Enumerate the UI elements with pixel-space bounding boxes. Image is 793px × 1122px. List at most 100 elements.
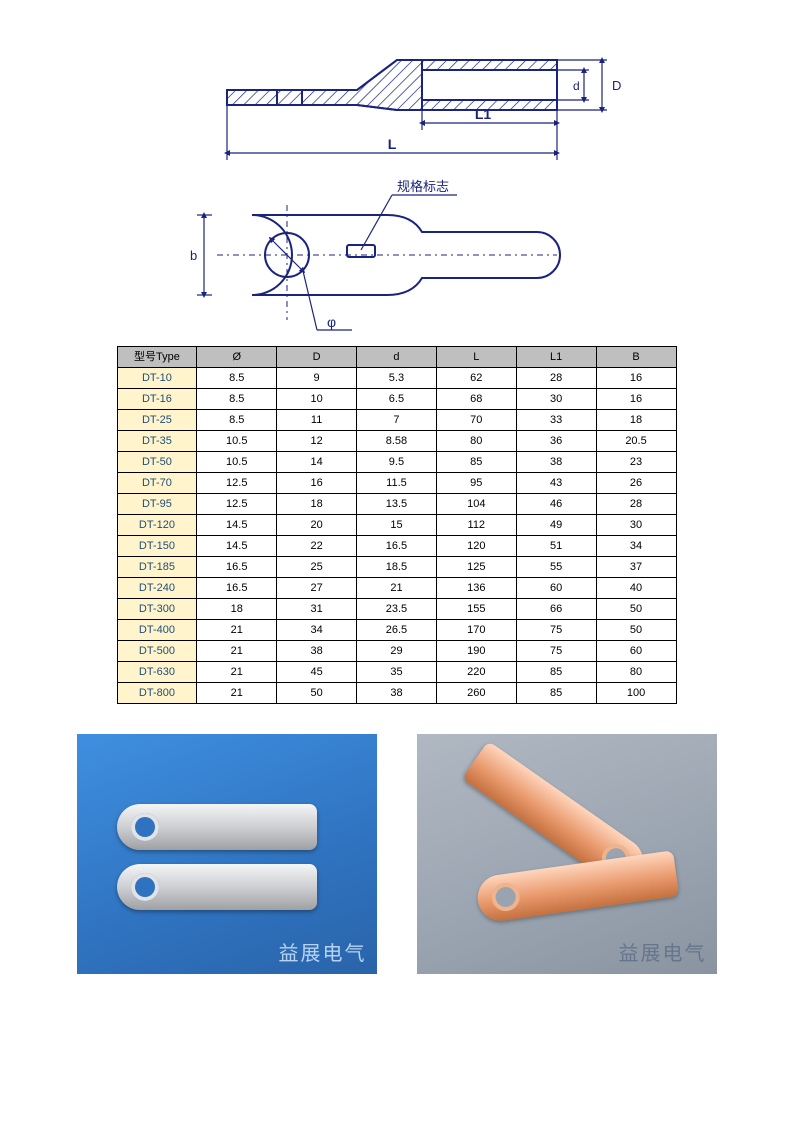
- value-cell: 16.5: [197, 578, 277, 599]
- value-cell: 112: [436, 515, 516, 536]
- value-cell: 8.5: [197, 410, 277, 431]
- spec-col-header: B: [596, 347, 676, 368]
- value-cell: 16: [596, 368, 676, 389]
- value-cell: 66: [516, 599, 596, 620]
- value-cell: 10.5: [197, 431, 277, 452]
- spec-col-header: L: [436, 347, 516, 368]
- value-cell: 60: [596, 641, 676, 662]
- value-cell: 26: [596, 473, 676, 494]
- type-cell: DT-16: [117, 389, 197, 410]
- value-cell: 18: [596, 410, 676, 431]
- dim-label-phi: φ: [327, 314, 336, 330]
- value-cell: 31: [277, 599, 357, 620]
- type-cell: DT-800: [117, 683, 197, 704]
- value-cell: 16.5: [357, 536, 437, 557]
- value-cell: 29: [357, 641, 437, 662]
- type-cell: DT-185: [117, 557, 197, 578]
- value-cell: 16: [596, 389, 676, 410]
- value-cell: 49: [516, 515, 596, 536]
- value-cell: 51: [516, 536, 596, 557]
- value-cell: 40: [596, 578, 676, 599]
- value-cell: 35: [357, 662, 437, 683]
- value-cell: 10.5: [197, 452, 277, 473]
- value-cell: 33: [516, 410, 596, 431]
- value-cell: 125: [436, 557, 516, 578]
- value-cell: 21: [197, 683, 277, 704]
- silver-lug-icon: [117, 864, 317, 910]
- spec-table: 型号TypeØDdLL1B DT-108.595.3622816DT-168.5…: [117, 346, 677, 704]
- value-cell: 170: [436, 620, 516, 641]
- photo-silver-lugs: 益展电气: [77, 734, 377, 974]
- table-row: DT-258.5117703318: [117, 410, 676, 431]
- type-cell: DT-120: [117, 515, 197, 536]
- value-cell: 14.5: [197, 515, 277, 536]
- value-cell: 11.5: [357, 473, 437, 494]
- value-cell: 21: [197, 620, 277, 641]
- value-cell: 8.5: [197, 368, 277, 389]
- spec-col-header: D: [277, 347, 357, 368]
- value-cell: 43: [516, 473, 596, 494]
- value-cell: 21: [357, 578, 437, 599]
- table-row: DT-15014.52216.51205134: [117, 536, 676, 557]
- drawing-svg: L1 L D d: [157, 10, 637, 340]
- value-cell: 13.5: [357, 494, 437, 515]
- value-cell: 85: [516, 662, 596, 683]
- value-cell: 55: [516, 557, 596, 578]
- table-row: DT-12014.520151124930: [117, 515, 676, 536]
- value-cell: 37: [596, 557, 676, 578]
- value-cell: 30: [516, 389, 596, 410]
- value-cell: 21: [197, 641, 277, 662]
- type-cell: DT-50: [117, 452, 197, 473]
- value-cell: 16.5: [197, 557, 277, 578]
- dim-label-L: L: [387, 136, 396, 152]
- spec-col-header: L1: [516, 347, 596, 368]
- value-cell: 136: [436, 578, 516, 599]
- photo-copper-lugs: 益展电气: [417, 734, 717, 974]
- value-cell: 60: [516, 578, 596, 599]
- value-cell: 14.5: [197, 536, 277, 557]
- value-cell: 220: [436, 662, 516, 683]
- dim-label-D: D: [612, 78, 621, 93]
- value-cell: 12.5: [197, 473, 277, 494]
- value-cell: 15: [357, 515, 437, 536]
- value-cell: 75: [516, 641, 596, 662]
- value-cell: 85: [436, 452, 516, 473]
- value-cell: 23: [596, 452, 676, 473]
- value-cell: 26.5: [357, 620, 437, 641]
- spec-table-wrap: 型号TypeØDdLL1B DT-108.595.3622816DT-168.5…: [117, 346, 677, 704]
- table-row: DT-5002138291907560: [117, 641, 676, 662]
- value-cell: 18: [277, 494, 357, 515]
- value-cell: 80: [436, 431, 516, 452]
- type-cell: DT-300: [117, 599, 197, 620]
- value-cell: 11: [277, 410, 357, 431]
- type-cell: DT-240: [117, 578, 197, 599]
- photo-watermark: 益展电气: [619, 937, 707, 966]
- table-row: DT-168.5106.5683016: [117, 389, 676, 410]
- table-row: DT-24016.527211366040: [117, 578, 676, 599]
- value-cell: 27: [277, 578, 357, 599]
- spec-col-header: d: [357, 347, 437, 368]
- value-cell: 28: [516, 368, 596, 389]
- value-cell: 25: [277, 557, 357, 578]
- value-cell: 20: [277, 515, 357, 536]
- table-row: DT-3510.5128.58803620.5: [117, 431, 676, 452]
- spec-table-body: DT-108.595.3622816DT-168.5106.5683016DT-…: [117, 368, 676, 704]
- type-cell: DT-500: [117, 641, 197, 662]
- value-cell: 260: [436, 683, 516, 704]
- value-cell: 9: [277, 368, 357, 389]
- value-cell: 190: [436, 641, 516, 662]
- value-cell: 34: [596, 536, 676, 557]
- value-cell: 50: [277, 683, 357, 704]
- value-cell: 12: [277, 431, 357, 452]
- value-cell: 85: [516, 683, 596, 704]
- table-row: DT-5010.5149.5853823: [117, 452, 676, 473]
- value-cell: 10: [277, 389, 357, 410]
- type-cell: DT-400: [117, 620, 197, 641]
- value-cell: 7: [357, 410, 437, 431]
- value-cell: 5.3: [357, 368, 437, 389]
- value-cell: 22: [277, 536, 357, 557]
- type-cell: DT-150: [117, 536, 197, 557]
- dim-label-b: b: [190, 248, 197, 263]
- table-row: DT-7012.51611.5954326: [117, 473, 676, 494]
- value-cell: 38: [357, 683, 437, 704]
